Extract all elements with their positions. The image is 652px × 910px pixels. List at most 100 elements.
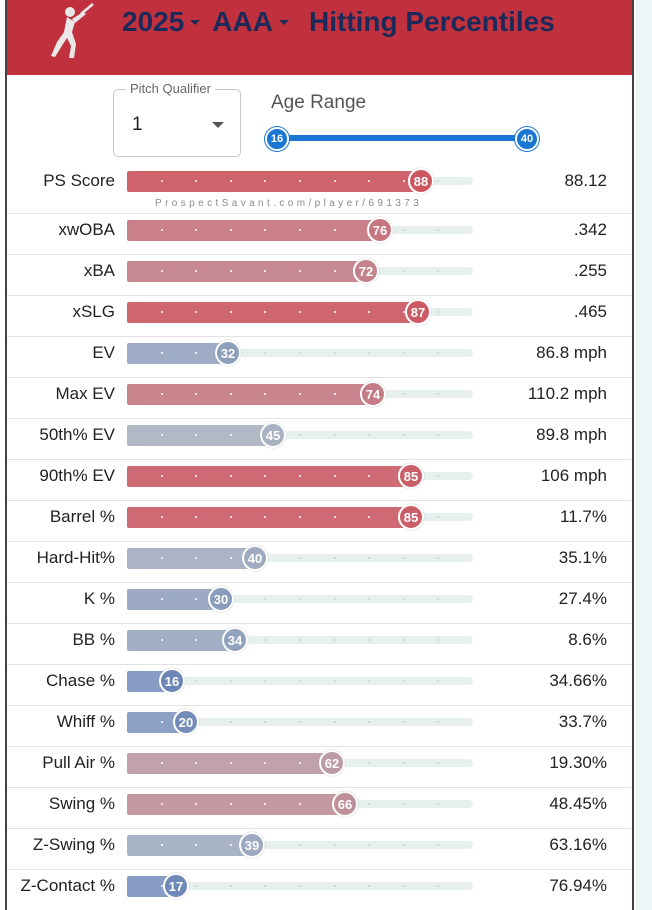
metric-value: 33.7% bbox=[558, 712, 607, 731]
tick-dot bbox=[437, 270, 439, 272]
metric-row: xSLG 87 .465 bbox=[7, 296, 632, 337]
tick-dot bbox=[264, 721, 266, 723]
tick-dot bbox=[195, 803, 197, 805]
tick-dot bbox=[437, 393, 439, 395]
tick-dot bbox=[334, 721, 336, 723]
tick-dot bbox=[299, 885, 301, 887]
tick-dot bbox=[403, 680, 405, 682]
tick-dot bbox=[368, 475, 370, 477]
tick-dot bbox=[230, 180, 232, 182]
percentile-bar bbox=[127, 466, 411, 487]
metric-label: xwOBA bbox=[58, 220, 115, 239]
tick-dot bbox=[161, 803, 163, 805]
age-range-track[interactable] bbox=[277, 135, 527, 141]
percentile-badge: 20 bbox=[173, 709, 199, 735]
metric-value: 8.6% bbox=[568, 630, 607, 649]
age-min-thumb[interactable]: 16 bbox=[265, 127, 289, 151]
metric-row: K % 30 27.4% bbox=[7, 583, 632, 624]
tick-dot bbox=[230, 557, 232, 559]
metric-row: 50th% EV 45 89.8 mph bbox=[7, 419, 632, 460]
metric-value: 106 mph bbox=[540, 466, 607, 485]
tick-dot bbox=[299, 475, 301, 477]
tick-dot bbox=[230, 680, 232, 682]
tick-dot bbox=[334, 680, 336, 682]
tick-dot bbox=[437, 598, 439, 600]
tick-dot bbox=[403, 639, 405, 641]
percentile-bar bbox=[127, 794, 345, 815]
tick-dot bbox=[195, 311, 197, 313]
tick-dot bbox=[195, 516, 197, 518]
tick-dot bbox=[299, 352, 301, 354]
percentile-bar bbox=[127, 171, 421, 192]
tick-dot bbox=[299, 557, 301, 559]
metric-list: PS Score 88 88.12 ProspectSavant.com/player… bbox=[7, 165, 632, 910]
tick-dot bbox=[368, 352, 370, 354]
year-select[interactable]: 2025 bbox=[122, 6, 212, 38]
tick-dot bbox=[264, 598, 266, 600]
percentile-bar bbox=[127, 425, 273, 446]
metric-value: .342 bbox=[573, 220, 607, 239]
tick-dot bbox=[161, 180, 163, 182]
metric-row: 90th% EV 85 106 mph bbox=[7, 460, 632, 501]
percentile-badge: 45 bbox=[260, 422, 286, 448]
percentile-badge: 32 bbox=[215, 340, 241, 366]
tick-dot bbox=[368, 680, 370, 682]
tick-dot bbox=[161, 393, 163, 395]
tick-dot bbox=[230, 803, 232, 805]
page-title: Hitting Percentiles bbox=[308, 6, 555, 37]
tick-dot bbox=[368, 434, 370, 436]
pitch-qualifier-select[interactable]: Pitch Qualifier 1 bbox=[113, 81, 241, 157]
tick-dot bbox=[195, 885, 197, 887]
tick-dot bbox=[403, 803, 405, 805]
tick-dot bbox=[195, 639, 197, 641]
age-range-label: Age Range bbox=[271, 92, 367, 113]
tick-dot bbox=[403, 270, 405, 272]
watermark-text: ProspectSavant.com/player/691373 bbox=[155, 198, 423, 209]
metric-label: BB % bbox=[72, 630, 115, 649]
tick-dot bbox=[334, 475, 336, 477]
tick-dot bbox=[403, 311, 405, 313]
tick-dot bbox=[299, 270, 301, 272]
tick-dot bbox=[403, 598, 405, 600]
metric-label: Pull Air % bbox=[42, 753, 115, 772]
tick-dot bbox=[437, 180, 439, 182]
tick-dot bbox=[403, 844, 405, 846]
tick-dot bbox=[161, 598, 163, 600]
metric-label: K % bbox=[83, 589, 115, 608]
tick-dot bbox=[334, 180, 336, 182]
metric-row: Whiff % 20 33.7% bbox=[7, 706, 632, 747]
metric-value: 27.4% bbox=[558, 589, 607, 608]
tick-dot bbox=[299, 598, 301, 600]
tick-dot bbox=[195, 762, 197, 764]
percentile-bar bbox=[127, 712, 186, 733]
tick-dot bbox=[299, 516, 301, 518]
tick-dot bbox=[264, 639, 266, 641]
age-max-thumb[interactable]: 40 bbox=[515, 127, 539, 151]
metric-row: Chase % 16 34.66% bbox=[7, 665, 632, 706]
tick-dot bbox=[299, 180, 301, 182]
percentile-bar bbox=[127, 384, 373, 405]
metric-value: .465 bbox=[573, 302, 607, 321]
metric-value: 63.16% bbox=[549, 835, 607, 854]
tick-dot bbox=[264, 475, 266, 477]
tick-dot bbox=[437, 475, 439, 477]
tick-dot bbox=[334, 885, 336, 887]
metric-value: 89.8 mph bbox=[536, 425, 607, 444]
tick-dot bbox=[403, 434, 405, 436]
percentile-badge: 88 bbox=[408, 168, 434, 194]
metric-row: Max EV 74 110.2 mph bbox=[7, 378, 632, 419]
chevron-down-icon bbox=[278, 19, 289, 25]
tick-dot bbox=[334, 311, 336, 313]
percentile-badge: 76 bbox=[367, 217, 393, 243]
tick-dot bbox=[437, 885, 439, 887]
level-select[interactable]: AAA bbox=[212, 6, 301, 38]
tick-dot bbox=[161, 557, 163, 559]
percentile-dots bbox=[127, 885, 473, 887]
metric-value: 34.66% bbox=[549, 671, 607, 690]
tick-dot bbox=[264, 180, 266, 182]
percentile-badge: 40 bbox=[242, 545, 268, 571]
percentile-badge: 66 bbox=[332, 791, 358, 817]
tick-dot bbox=[299, 229, 301, 231]
percentile-bar bbox=[127, 343, 228, 364]
metric-value: 48.45% bbox=[549, 794, 607, 813]
